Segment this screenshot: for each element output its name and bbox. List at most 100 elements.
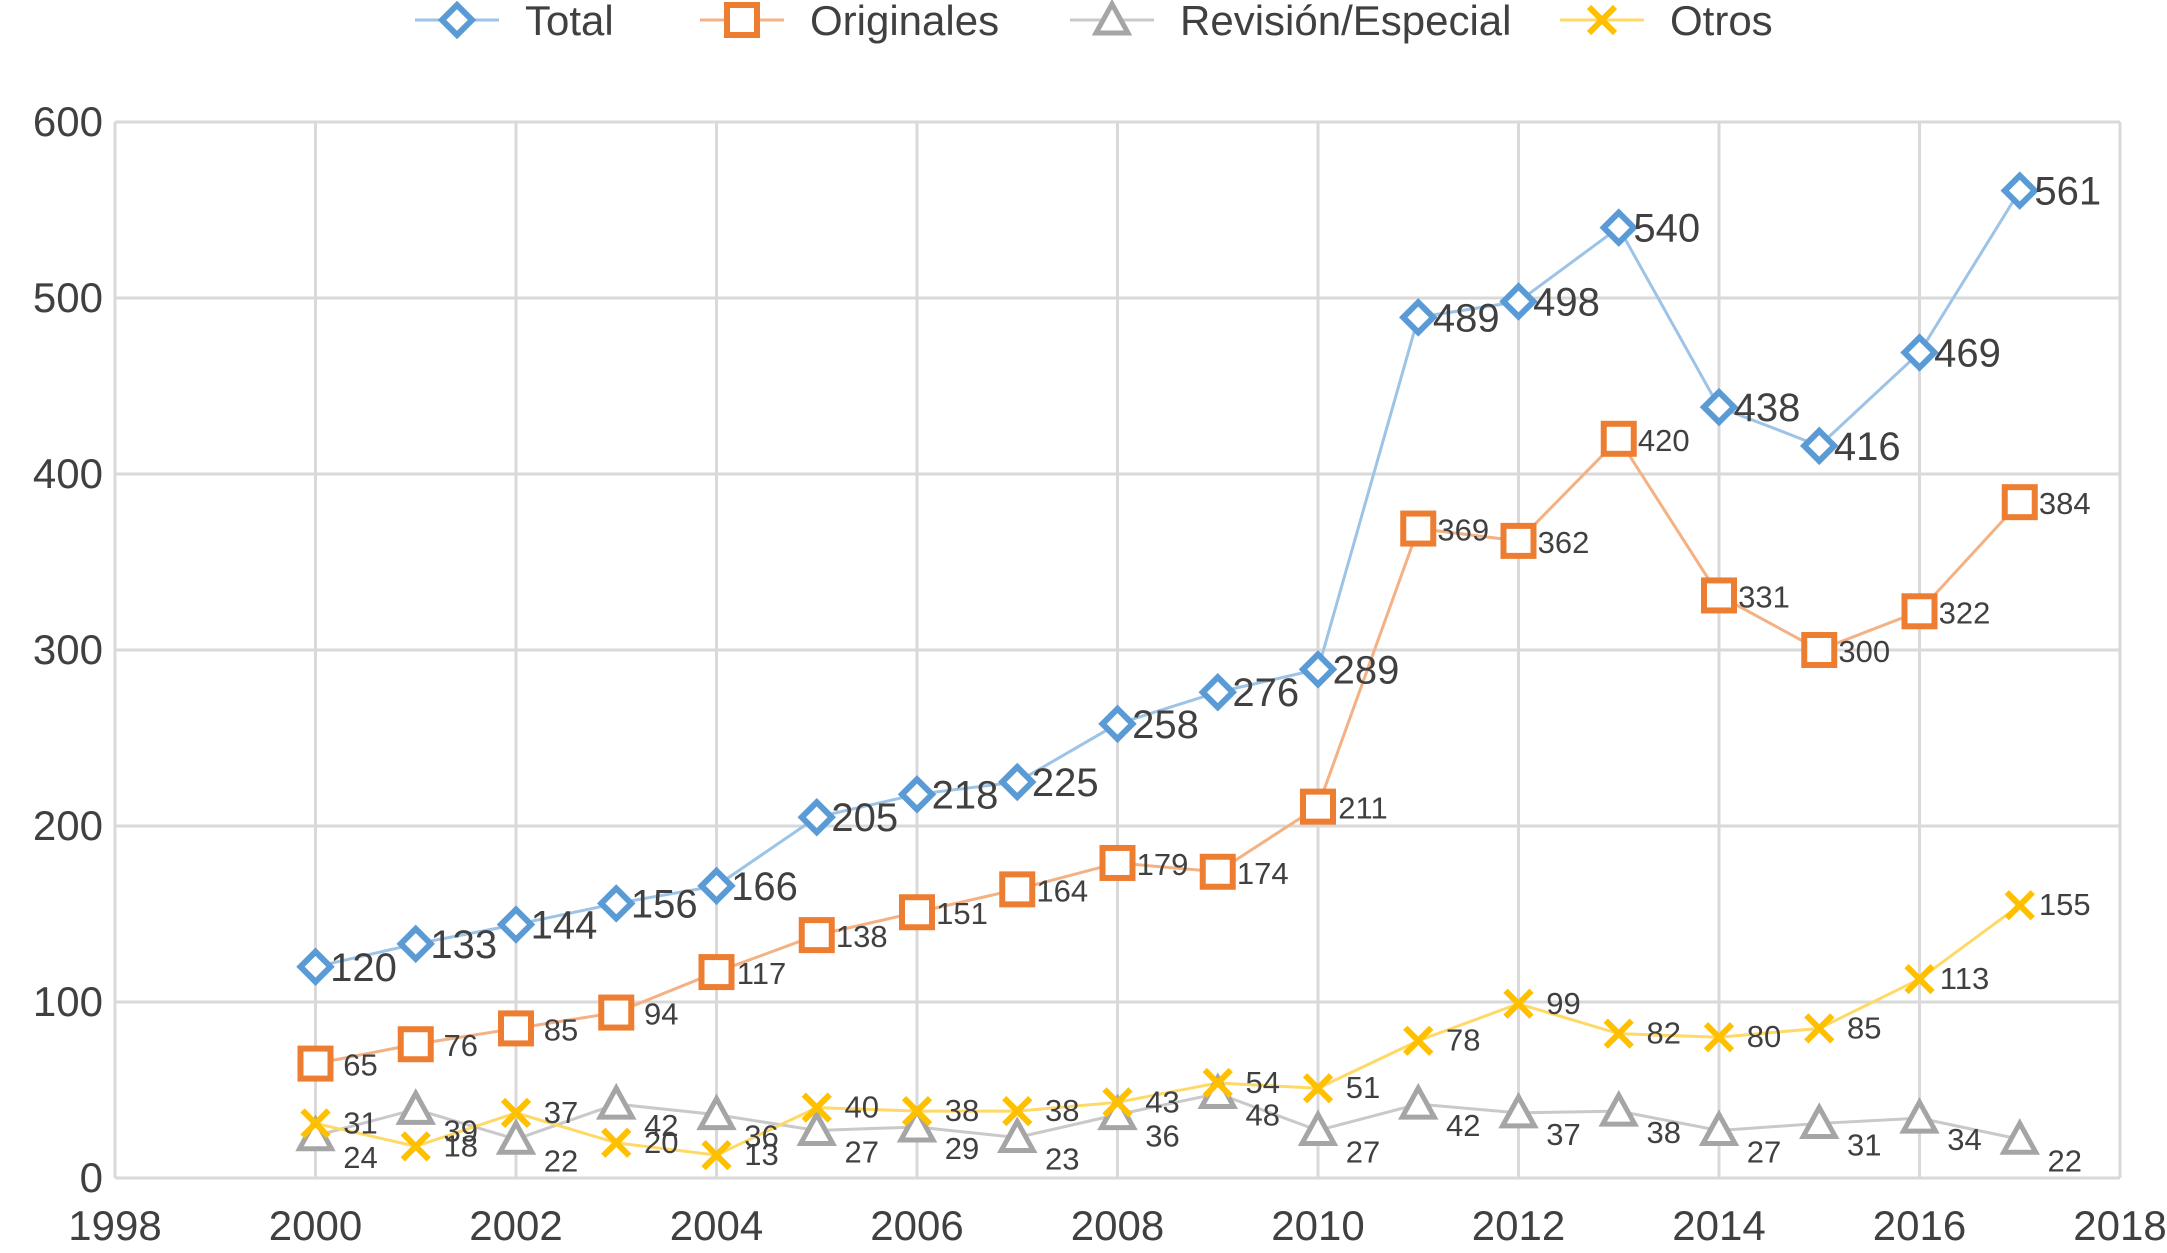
data-label-otros: 40 [845,1090,879,1125]
axes: 0 100 200 300 400 500 600 1998 2000 2002 2004 2006 2… [33,98,2167,1249]
data-point-total [1599,208,1638,247]
data-label-total: 120 [330,946,397,990]
data-point-otros [1202,1067,1233,1099]
data-label-revisi-n-especial: 36 [744,1119,778,1154]
y-tick-label: 200 [33,802,103,849]
data-label-revisi-n-especial: 39 [444,1113,478,1148]
data-point-otros [1302,1073,1334,1104]
data-point-originales [899,894,935,931]
x-tick-label: 2006 [870,1202,963,1249]
data-point-originales [1300,788,1336,825]
data-label-total: 289 [1333,648,1400,692]
data-point-revisi-n-especial [1999,1118,2040,1155]
legend-marker-originales [724,2,760,38]
data-point-total [897,775,937,814]
data-label-originales: 76 [444,1028,478,1063]
data-label-otros: 99 [1546,986,1580,1021]
legend-label: Otros [1670,0,1773,44]
data-point-total [1499,282,1538,321]
legend-item-otros: Otros [1560,0,1773,44]
data-label-total: 218 [932,773,999,817]
data-point-revisi-n-especial [1598,1089,1639,1127]
data-label-otros: 13 [744,1137,778,1172]
data-point-otros [1603,1018,1634,1049]
data-point-originales [698,954,735,991]
data-point-revisi-n-especial [395,1088,436,1125]
data-point-total [1198,672,1237,712]
data-point-total [1298,650,1338,689]
data-point-originales [798,917,835,954]
data-point-revisi-n-especial [1498,1091,1539,1129]
data-label-total: 498 [1533,281,1600,325]
data-point-total [597,884,636,923]
data-label-otros: 54 [1246,1065,1280,1100]
data-label-otros: 80 [1747,1019,1781,1054]
data-point-total [1699,387,1739,427]
legend-label: Total [525,0,614,44]
x-tick-label: 2016 [1873,1202,1966,1249]
data-point-revisi-n-especial [896,1105,938,1143]
data-point-otros [500,1097,532,1129]
data-label-revisi-n-especial: 23 [1045,1142,1079,1177]
data-label-originales: 138 [836,919,888,954]
data-label-revisi-n-especial: 42 [1446,1108,1480,1143]
data-label-originales: 420 [1638,423,1690,458]
data-label-originales: 300 [1838,634,1890,669]
data-point-originales [1500,522,1537,559]
legend-item-originales: Originales [700,0,999,44]
legend-item-revisi-n-especial: Revisión/Especial [1070,0,1512,44]
data-label-revisi-n-especial: 22 [2048,1143,2082,1178]
data-label-total: 258 [1132,703,1199,747]
y-tick-label: 600 [33,98,103,145]
y-tick-label: 300 [33,626,103,673]
data-point-otros [1804,1013,1835,1044]
data-label-originales: 94 [644,997,678,1032]
data-label-otros: 82 [1647,1016,1681,1051]
data-label-total: 438 [1734,386,1801,430]
data-label-total: 469 [1934,332,2001,376]
legend-label: Originales [810,0,999,44]
data-point-revisi-n-especial [1698,1109,1740,1146]
data-label-otros: 18 [444,1128,478,1163]
data-label-revisi-n-especial: 38 [1647,1115,1681,1150]
data-label-otros: 20 [644,1125,678,1160]
x-tick-label: 2008 [1071,1202,1164,1249]
data-point-otros [601,1127,632,1158]
data-label-revisi-n-especial: 29 [945,1131,979,1166]
y-tick-label: 500 [33,274,103,321]
data-label-otros: 37 [544,1095,578,1130]
data-point-originales [999,871,1036,908]
legend-item-total: Total [415,0,614,44]
data-label-originales: 151 [936,896,988,931]
data-point-revisi-n-especial [1799,1102,1840,1139]
data-label-total: 561 [2034,170,2101,214]
data-point-revisi-n-especial [696,1093,737,1131]
data-point-total [1900,333,1939,372]
data-point-originales [1901,593,1938,630]
series-line-otros [315,903,2021,1157]
data-label-otros: 31 [343,1105,377,1140]
data-point-originales [1199,853,1236,890]
legend-marker-total [437,0,477,40]
data-point-originales [297,1045,334,1082]
data-label-otros: 43 [1145,1084,1179,1119]
data-point-originales [1400,510,1437,547]
data-point-revisi-n-especial [596,1082,637,1120]
data-point-originales [498,1010,534,1047]
data-point-revisi-n-especial [1899,1096,1940,1134]
y-tick-label: 0 [80,1154,103,1201]
data-label-revisi-n-especial: 31 [1847,1127,1881,1162]
data-point-originales [1099,844,1136,881]
data-point-otros [1102,1087,1133,1118]
data-point-otros [300,1108,331,1139]
series-line-originales [315,436,2021,1066]
data-label-revisi-n-especial: 24 [343,1140,377,1175]
data-label-otros: 38 [1045,1093,1079,1128]
data-point-otros [1002,1095,1033,1127]
data-label-revisi-n-especial: 27 [1747,1134,1781,1169]
data-label-revisi-n-especial: 37 [1546,1117,1580,1152]
data-point-revisi-n-especial [796,1109,837,1146]
data-label-revisi-n-especial: 48 [1246,1098,1280,1133]
data-point-total [396,924,435,964]
